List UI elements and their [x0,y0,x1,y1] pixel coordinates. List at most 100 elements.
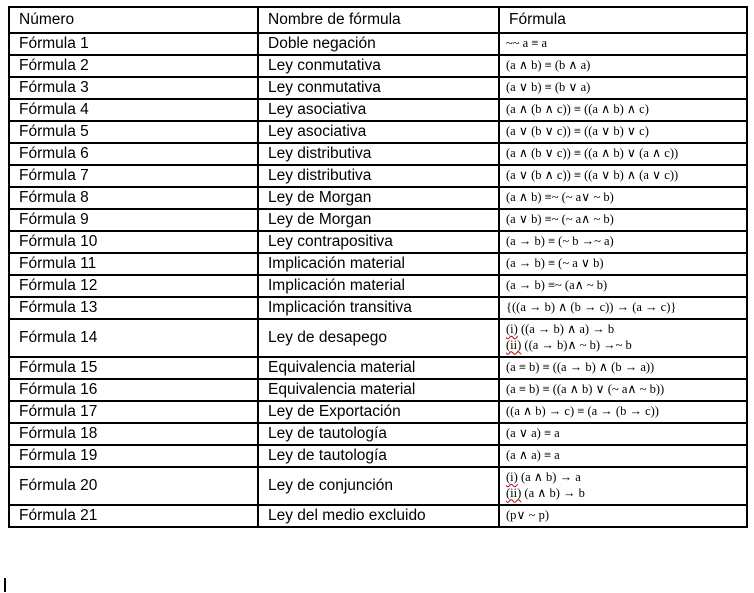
numero-cell: Fórmula 9 [8,208,259,232]
table-row: Fórmula 19 Ley de tautología (a ∧ a) ≡ a [8,444,748,468]
table-row: Fórmula 2 Ley conmutativa (a ∧ b) ≡ (b ∧ a… [8,54,748,78]
formula-line: (a → b) ≡ (~ a ∨ b) [506,256,604,270]
nombre-cell: Ley de tautología [257,444,500,468]
table-row: Fórmula 11 Implicación material (a → b) ≡ … [8,252,748,276]
list-marker: (ii) [506,337,522,352]
nombre-cell: Equivalencia material [257,378,500,402]
formula-line: (a ≡ b) ≡ ((a → b) ∧ (b → a)) [506,360,655,374]
table-row: Fórmula 5 Ley asociativa (a ∨ (b ∨ c)) ≡ (… [8,120,748,144]
numero-cell: Fórmula 1 [8,32,259,56]
formula-cell: (i) (a ∧ b) → a (ii) (a ∧ b) → b [498,466,748,506]
formula-line: (a ≡ b) ≡ ((a ∧ b) ∨ (~ a∧ ~ b)) [506,382,665,396]
formula-line: (a ∨ (b ∨ c)) ≡ ((a ∨ b) ∨ c) [506,124,649,138]
formula-line: (a ∨ (b ∧ c)) ≡ ((a ∨ b) ∧ (a ∨ c)) [506,168,679,182]
formula-line: (a ∨ b) ≡~ (~ a∧ ~ b) [506,212,614,226]
formula-cell: (a ∧ b) ≡~ (~ a∨ ~ b) [498,186,748,210]
numero-cell: Fórmula 7 [8,164,259,188]
formula-cell: (a ≡ b) ≡ ((a → b) ∧ (b → a)) [498,356,748,380]
formula-cell: (a → b) ≡~ (a∧ ~ b) [498,274,748,298]
numero-cell: Fórmula 3 [8,76,259,100]
header-row: Número Nombre de fórmula Fórmula [8,6,748,34]
formula-line: (ii) (a ∧ b) → b [506,485,585,500]
formula-cell: (i) ((a → b) ∧ a) → b (ii) ((a → b)∧ ~ b)… [498,318,748,358]
table-row: Fórmula 13 Implicación transitiva {((a → b… [8,296,748,320]
nombre-cell: Ley conmutativa [257,54,500,78]
nombre-cell: Ley asociativa [257,120,500,144]
nombre-cell: Ley de Morgan [257,208,500,232]
column-header-nombre: Nombre de fórmula [257,6,500,34]
nombre-cell: Ley de desapego [257,318,500,358]
numero-cell: Fórmula 4 [8,98,259,122]
nombre-cell: Ley distributiva [257,164,500,188]
formula-cell: (a ∨ a) ≡ a [498,422,748,446]
numero-cell: Fórmula 11 [8,252,259,276]
table-row: Fórmula 15 Equivalencia material (a ≡ b) ≡… [8,356,748,380]
formula-line: (p∨ ~ p) [506,508,549,522]
formula-line: (i) ((a → b) ∧ a) → b [506,322,615,336]
table-row: Fórmula 3 Ley conmutativa (a ∨ b) ≡ (b ∨ a… [8,76,748,100]
formula-cell: (a ∧ b) ≡ (b ∧ a) [498,54,748,78]
formula-cell: ((a ∧ b) → c) ≡ (a → (b → c)) [498,400,748,424]
numero-cell: Fórmula 18 [8,422,259,446]
numero-cell: Fórmula 14 [8,318,259,358]
text-cursor [4,578,6,592]
numero-cell: Fórmula 2 [8,54,259,78]
formula-cell: (a ≡ b) ≡ ((a ∧ b) ∨ (~ a∧ ~ b)) [498,378,748,402]
nombre-cell: Doble negación [257,32,500,56]
table-body: Fórmula 1 Doble negación ~~ a ≡ a Fórmula 2… [8,32,748,528]
column-header-formula: Fórmula [498,6,748,34]
formula-line: (a ∧ b) ≡ (b ∧ a) [506,58,591,72]
nombre-cell: Ley de Exportación [257,400,500,424]
table-row: Fórmula 17 Ley de Exportación ((a ∧ b) → c… [8,400,748,424]
formula-cell: (a ∨ b) ≡~ (~ a∧ ~ b) [498,208,748,232]
nombre-cell: Ley contrapositiva [257,230,500,254]
formula-line: (a ∨ b) ≡ (b ∨ a) [506,80,591,94]
formula-line: (a ∧ b) ≡~ (~ a∨ ~ b) [506,190,614,204]
numero-cell: Fórmula 21 [8,504,259,528]
formula-line: ~~ a ≡ a [506,36,548,50]
nombre-cell: Ley de conjunción [257,466,500,506]
numero-cell: Fórmula 16 [8,378,259,402]
formula-line: (ii) ((a → b)∧ ~ b) →~ b [506,337,632,352]
formula-cell: (a ∧ a) ≡ a [498,444,748,468]
formula-line: (a ∧ a) ≡ a [506,448,560,462]
nombre-cell: Implicación transitiva [257,296,500,320]
table-row: Fórmula 20 Ley de conjunción (i) (a ∧ b) →… [8,466,748,506]
formula-line: ((a ∧ b) → c) ≡ (a → (b → c)) [506,404,659,418]
formula-cell: (a ∨ (b ∧ c)) ≡ ((a ∨ b) ∧ (a ∨ c)) [498,164,748,188]
nombre-cell: Ley conmutativa [257,76,500,100]
formula-line: (a ∨ a) ≡ a [506,426,560,440]
list-marker: (ii) [506,485,522,500]
formula-line: (a ∧ (b ∧ c)) ≡ ((a ∧ b) ∧ c) [506,102,649,116]
table-row: Fórmula 14 Ley de desapego (i) ((a → b) ∧ … [8,318,748,358]
formula-line: {((a → b) ∧ (b → c)) → (a → c)} [506,300,677,314]
numero-cell: Fórmula 5 [8,120,259,144]
formula-cell: (a ∨ b) ≡ (b ∨ a) [498,76,748,100]
table-row: Fórmula 18 Ley de tautología (a ∨ a) ≡ a [8,422,748,446]
formula-cell: (a ∨ (b ∨ c)) ≡ ((a ∨ b) ∨ c) [498,120,748,144]
nombre-cell: Ley de tautología [257,422,500,446]
column-header-numero: Número [8,6,259,34]
table-row: Fórmula 4 Ley asociativa (a ∧ (b ∧ c)) ≡ (… [8,98,748,122]
formula-line: (i) (a ∧ b) → a [506,470,581,484]
formula-cell: (a → b) ≡ (~ a ∨ b) [498,252,748,276]
table-row: Fórmula 10 Ley contrapositiva (a → b) ≡ (~… [8,230,748,254]
nombre-cell: Equivalencia material [257,356,500,380]
numero-cell: Fórmula 8 [8,186,259,210]
formula-cell: (a ∧ (b ∨ c)) ≡ ((a ∧ b) ∨ (a ∧ c)) [498,142,748,166]
table-row: Fórmula 7 Ley distributiva (a ∨ (b ∧ c)) ≡… [8,164,748,188]
table-row: Fórmula 21 Ley del medio excluido (p∨ ~ p) [8,504,748,528]
table-row: Fórmula 9 Ley de Morgan (a ∨ b) ≡~ (~ a∧ ~… [8,208,748,232]
numero-cell: Fórmula 19 [8,444,259,468]
formula-cell: (a ∧ (b ∧ c)) ≡ ((a ∧ b) ∧ c) [498,98,748,122]
table-row: Fórmula 16 Equivalencia material (a ≡ b) ≡… [8,378,748,402]
numero-cell: Fórmula 15 [8,356,259,380]
nombre-cell: Implicación material [257,274,500,298]
formula-cell: ~~ a ≡ a [498,32,748,56]
nombre-cell: Ley del medio excluido [257,504,500,528]
nombre-cell: Ley distributiva [257,142,500,166]
list-marker: (i) [506,322,518,336]
formula-cell: {((a → b) ∧ (b → c)) → (a → c)} [498,296,748,320]
formula-cell: (a → b) ≡ (~ b →~ a) [498,230,748,254]
